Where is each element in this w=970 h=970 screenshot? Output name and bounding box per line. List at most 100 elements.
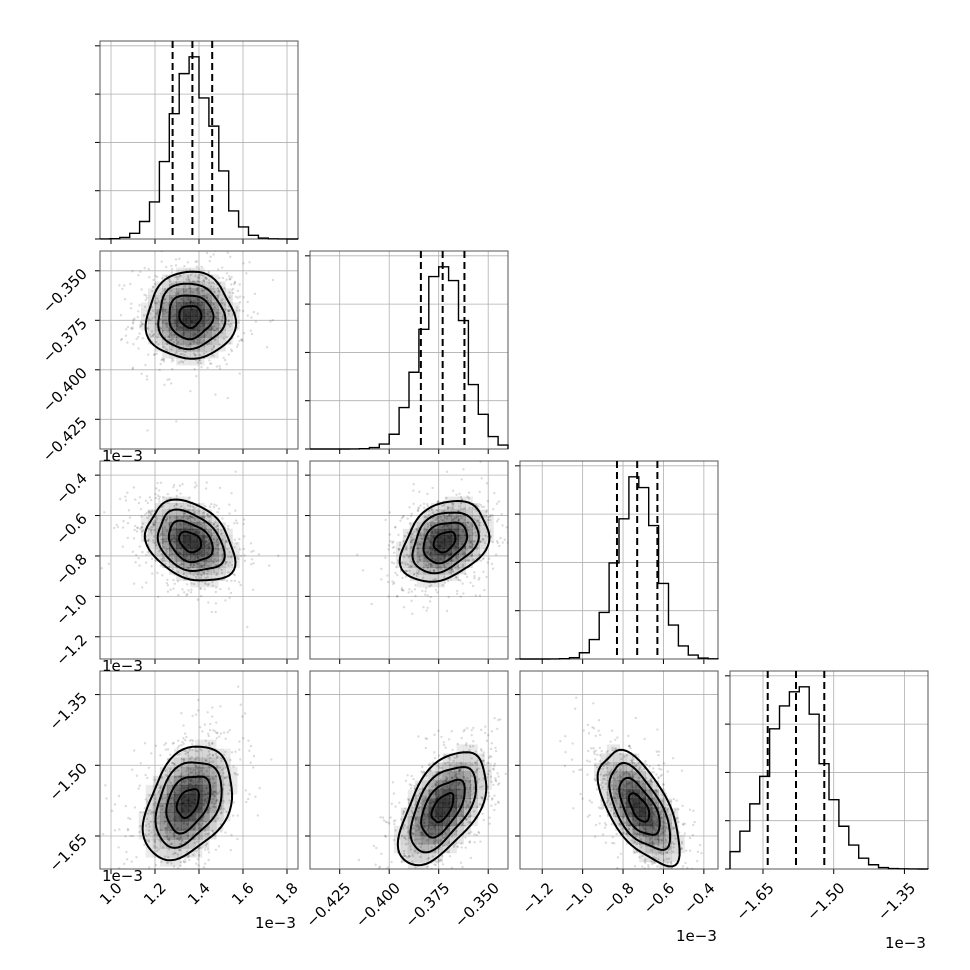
- scatter-point: [392, 792, 396, 795]
- density-cell: [180, 748, 189, 759]
- scatter-point: [172, 483, 176, 487]
- scatter-point: [185, 514, 189, 517]
- density-cell: [400, 807, 409, 818]
- density-cell: [195, 848, 203, 858]
- scatter-point: [132, 320, 135, 324]
- y-tick-label: −0.4: [52, 469, 90, 507]
- scatter-point: [187, 855, 191, 858]
- scatter-point: [162, 880, 164, 882]
- scatter-point: [197, 341, 201, 344]
- density-cell: [162, 344, 170, 352]
- scatter-point: [147, 527, 151, 530]
- scatter-point: [392, 582, 395, 586]
- density-cell: [472, 528, 480, 536]
- scatter-point: [206, 832, 209, 836]
- scatter-point: [455, 516, 458, 519]
- scatter-point: [242, 522, 245, 526]
- scatter-point: [169, 588, 172, 591]
- density-cell: [204, 574, 212, 581]
- scatter-point: [168, 565, 171, 569]
- scatter-point: [194, 757, 197, 761]
- scatter-point: [214, 752, 218, 756]
- scatter-point: [217, 559, 220, 562]
- density-cell: [202, 812, 210, 822]
- scatter-point: [498, 544, 501, 548]
- scatter-point: [392, 562, 396, 565]
- scatter-point: [195, 862, 198, 865]
- scatter-point: [100, 567, 103, 570]
- density-cell: [444, 567, 452, 575]
- scatter-point: [406, 831, 409, 834]
- scatter-point: [454, 776, 457, 779]
- scatter-point: [170, 842, 173, 846]
- density-cell: [209, 739, 217, 749]
- density-cell: [169, 541, 177, 549]
- scatter-point: [485, 482, 489, 485]
- scatter-point: [405, 545, 408, 548]
- scatter-point: [474, 534, 478, 538]
- scatter-point: [230, 555, 233, 559]
- scatter-point: [455, 576, 458, 579]
- scatter-point: [192, 339, 196, 343]
- scatter-point: [152, 523, 155, 527]
- scatter-point: [123, 862, 126, 866]
- density-cell: [145, 784, 154, 795]
- scatter-point: [410, 536, 413, 539]
- scatter-point: [198, 846, 202, 849]
- scatter-point: [497, 718, 500, 722]
- scatter-point: [174, 560, 178, 563]
- scatter-point: [443, 874, 445, 876]
- contour-level-3: [396, 751, 488, 867]
- scatter-point: [393, 822, 396, 826]
- density-cell: [435, 762, 443, 772]
- scatter-point: [167, 826, 170, 829]
- scatter-point: [133, 317, 136, 320]
- scatter-point: [214, 315, 217, 318]
- scatter-point: [468, 820, 471, 824]
- scatter-point: [392, 540, 395, 543]
- scatter-point: [149, 529, 153, 533]
- scatter-point: [192, 563, 196, 567]
- scatter-point: [410, 538, 414, 542]
- scatter-point: [154, 322, 158, 326]
- scatter-point: [207, 292, 211, 296]
- scatter-point: [412, 483, 415, 486]
- scatter-point: [254, 320, 258, 323]
- scatter-point: [227, 353, 231, 356]
- contour-level-0: [178, 530, 203, 554]
- density-cell: [162, 316, 170, 324]
- scatter-point: [201, 730, 204, 733]
- scatter-point: [256, 814, 260, 817]
- scatter-point: [197, 347, 201, 351]
- scatter-point: [164, 748, 168, 751]
- scatter-point: [152, 812, 156, 815]
- scatter-point: [243, 712, 247, 715]
- scatter-point: [438, 565, 442, 569]
- scatter-point: [196, 573, 199, 576]
- density-cell: [442, 825, 450, 836]
- scatter-point: [178, 273, 182, 277]
- density-cell: [409, 567, 418, 575]
- density-cell: [176, 323, 184, 331]
- scatter-point: [202, 819, 205, 823]
- density-cell: [472, 554, 480, 562]
- scatter-point: [494, 778, 497, 782]
- scatter-point: [470, 830, 473, 834]
- scatter-point: [204, 505, 207, 508]
- density-cell: [162, 281, 170, 289]
- scatter-point: [671, 850, 675, 853]
- scatter-point: [407, 554, 411, 558]
- scatter-point: [206, 711, 209, 714]
- scatter-point: [231, 291, 235, 295]
- density-cell: [430, 580, 438, 588]
- density-cell: [155, 309, 163, 317]
- density-cell: [463, 744, 471, 754]
- scatter-point: [434, 863, 437, 867]
- scatter-point: [159, 533, 163, 536]
- scatter-point: [511, 515, 513, 517]
- scatter-point: [390, 561, 394, 564]
- scatter-point: [438, 766, 441, 770]
- scatter-point: [221, 316, 224, 320]
- density-cell: [444, 515, 452, 523]
- scatter-point: [124, 334, 128, 337]
